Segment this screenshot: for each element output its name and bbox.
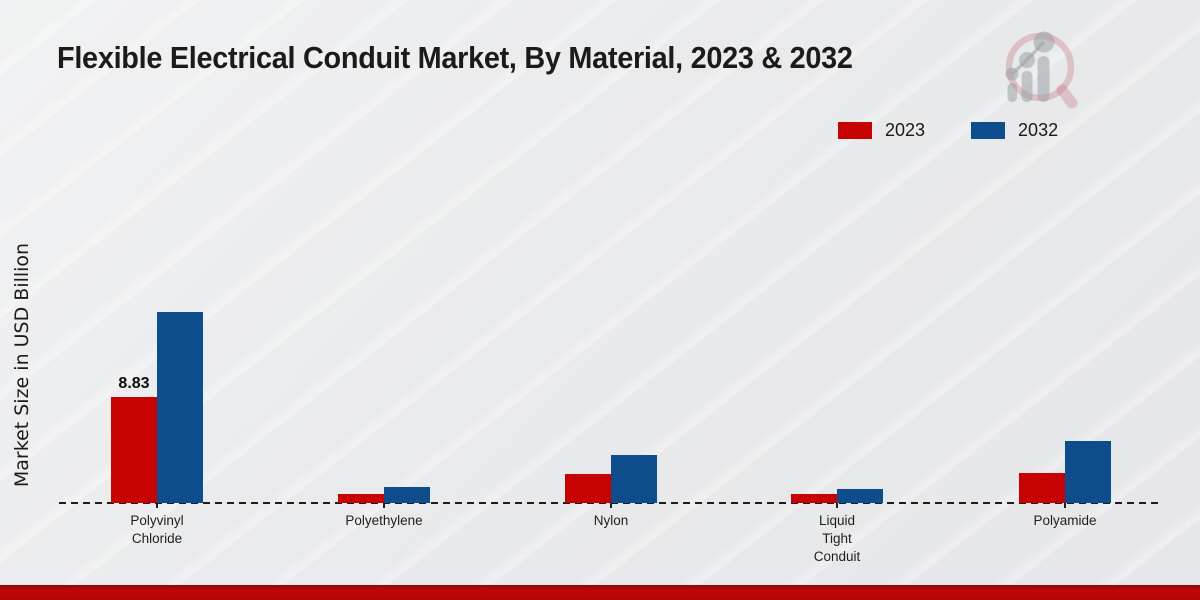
x-category-label-line: Polyethylene	[345, 513, 423, 528]
x-category-label-line: Liquid	[818, 513, 856, 528]
logo-person-bar-small	[1007, 83, 1017, 102]
legend-swatch-2032	[971, 122, 1006, 139]
bottom-accent-bar	[0, 585, 1200, 600]
x-category-label-polyvinyl-chloride: Polyvinyl Chloride	[87, 512, 227, 548]
bar-2032-polyamide	[1065, 441, 1111, 503]
legend-item-2023: 2023	[838, 120, 925, 141]
logo-person-head-small	[1005, 67, 1019, 81]
bar-2023-liquid-tight-conduit	[791, 494, 837, 503]
value-label-2023-polyvinyl-chloride: 8.83	[118, 375, 150, 392]
legend: 2023 2032	[838, 120, 1058, 141]
x-category-label-line: Polyvinyl	[130, 513, 184, 528]
zero-baseline-dashed	[59, 502, 1158, 504]
logo-person-head-tall	[1033, 31, 1055, 53]
x-tick-polyethylene	[383, 503, 385, 508]
bar-2023-polyvinyl-chloride	[111, 397, 157, 503]
bar-2023-polyamide	[1019, 473, 1065, 503]
logo-person-bar-tall	[1037, 56, 1050, 102]
logo-person-head-mid	[1019, 52, 1035, 68]
bar-2032-nylon	[611, 455, 657, 503]
x-category-label-liquid-tight-conduit: Liquid Tight Conduit	[767, 512, 907, 566]
x-category-label-line: Conduit	[813, 549, 861, 564]
magnifier-bar-chart-watermark-logo	[1005, 31, 1078, 109]
bar-2032-polyvinyl-chloride	[157, 312, 203, 503]
x-category-label-line: Polyamide	[1033, 513, 1097, 528]
legend-label-2032: 2032	[1018, 120, 1059, 140]
bar-2032-liquid-tight-conduit	[837, 489, 883, 503]
legend-label-2023: 2023	[885, 120, 926, 140]
bar-2023-polyethylene	[338, 494, 384, 503]
x-category-label-line: Tight	[822, 531, 852, 546]
x-category-label-polyethylene: Polyethylene	[314, 512, 454, 530]
x-category-label-nylon: Nylon	[541, 512, 681, 530]
x-tick-polyvinyl-chloride	[156, 503, 158, 508]
legend-item-2032: 2032	[971, 120, 1058, 141]
x-tick-nylon	[610, 503, 612, 508]
legend-swatch-2023	[838, 122, 872, 139]
logo-person-bar-mid	[1021, 71, 1033, 102]
chart-title: Flexible Electrical Conduit Market, By M…	[57, 40, 853, 75]
magnifier-handle	[1056, 84, 1078, 109]
x-category-label-line: Chloride	[131, 531, 183, 546]
x-category-label-polyamide: Polyamide	[995, 512, 1135, 530]
x-category-label-line: Nylon	[593, 513, 629, 528]
x-tick-polyamide	[1064, 503, 1066, 508]
x-tick-liquid-tight-conduit	[836, 503, 838, 508]
bar-2032-polyethylene	[384, 487, 430, 503]
bar-2023-nylon	[565, 474, 611, 503]
